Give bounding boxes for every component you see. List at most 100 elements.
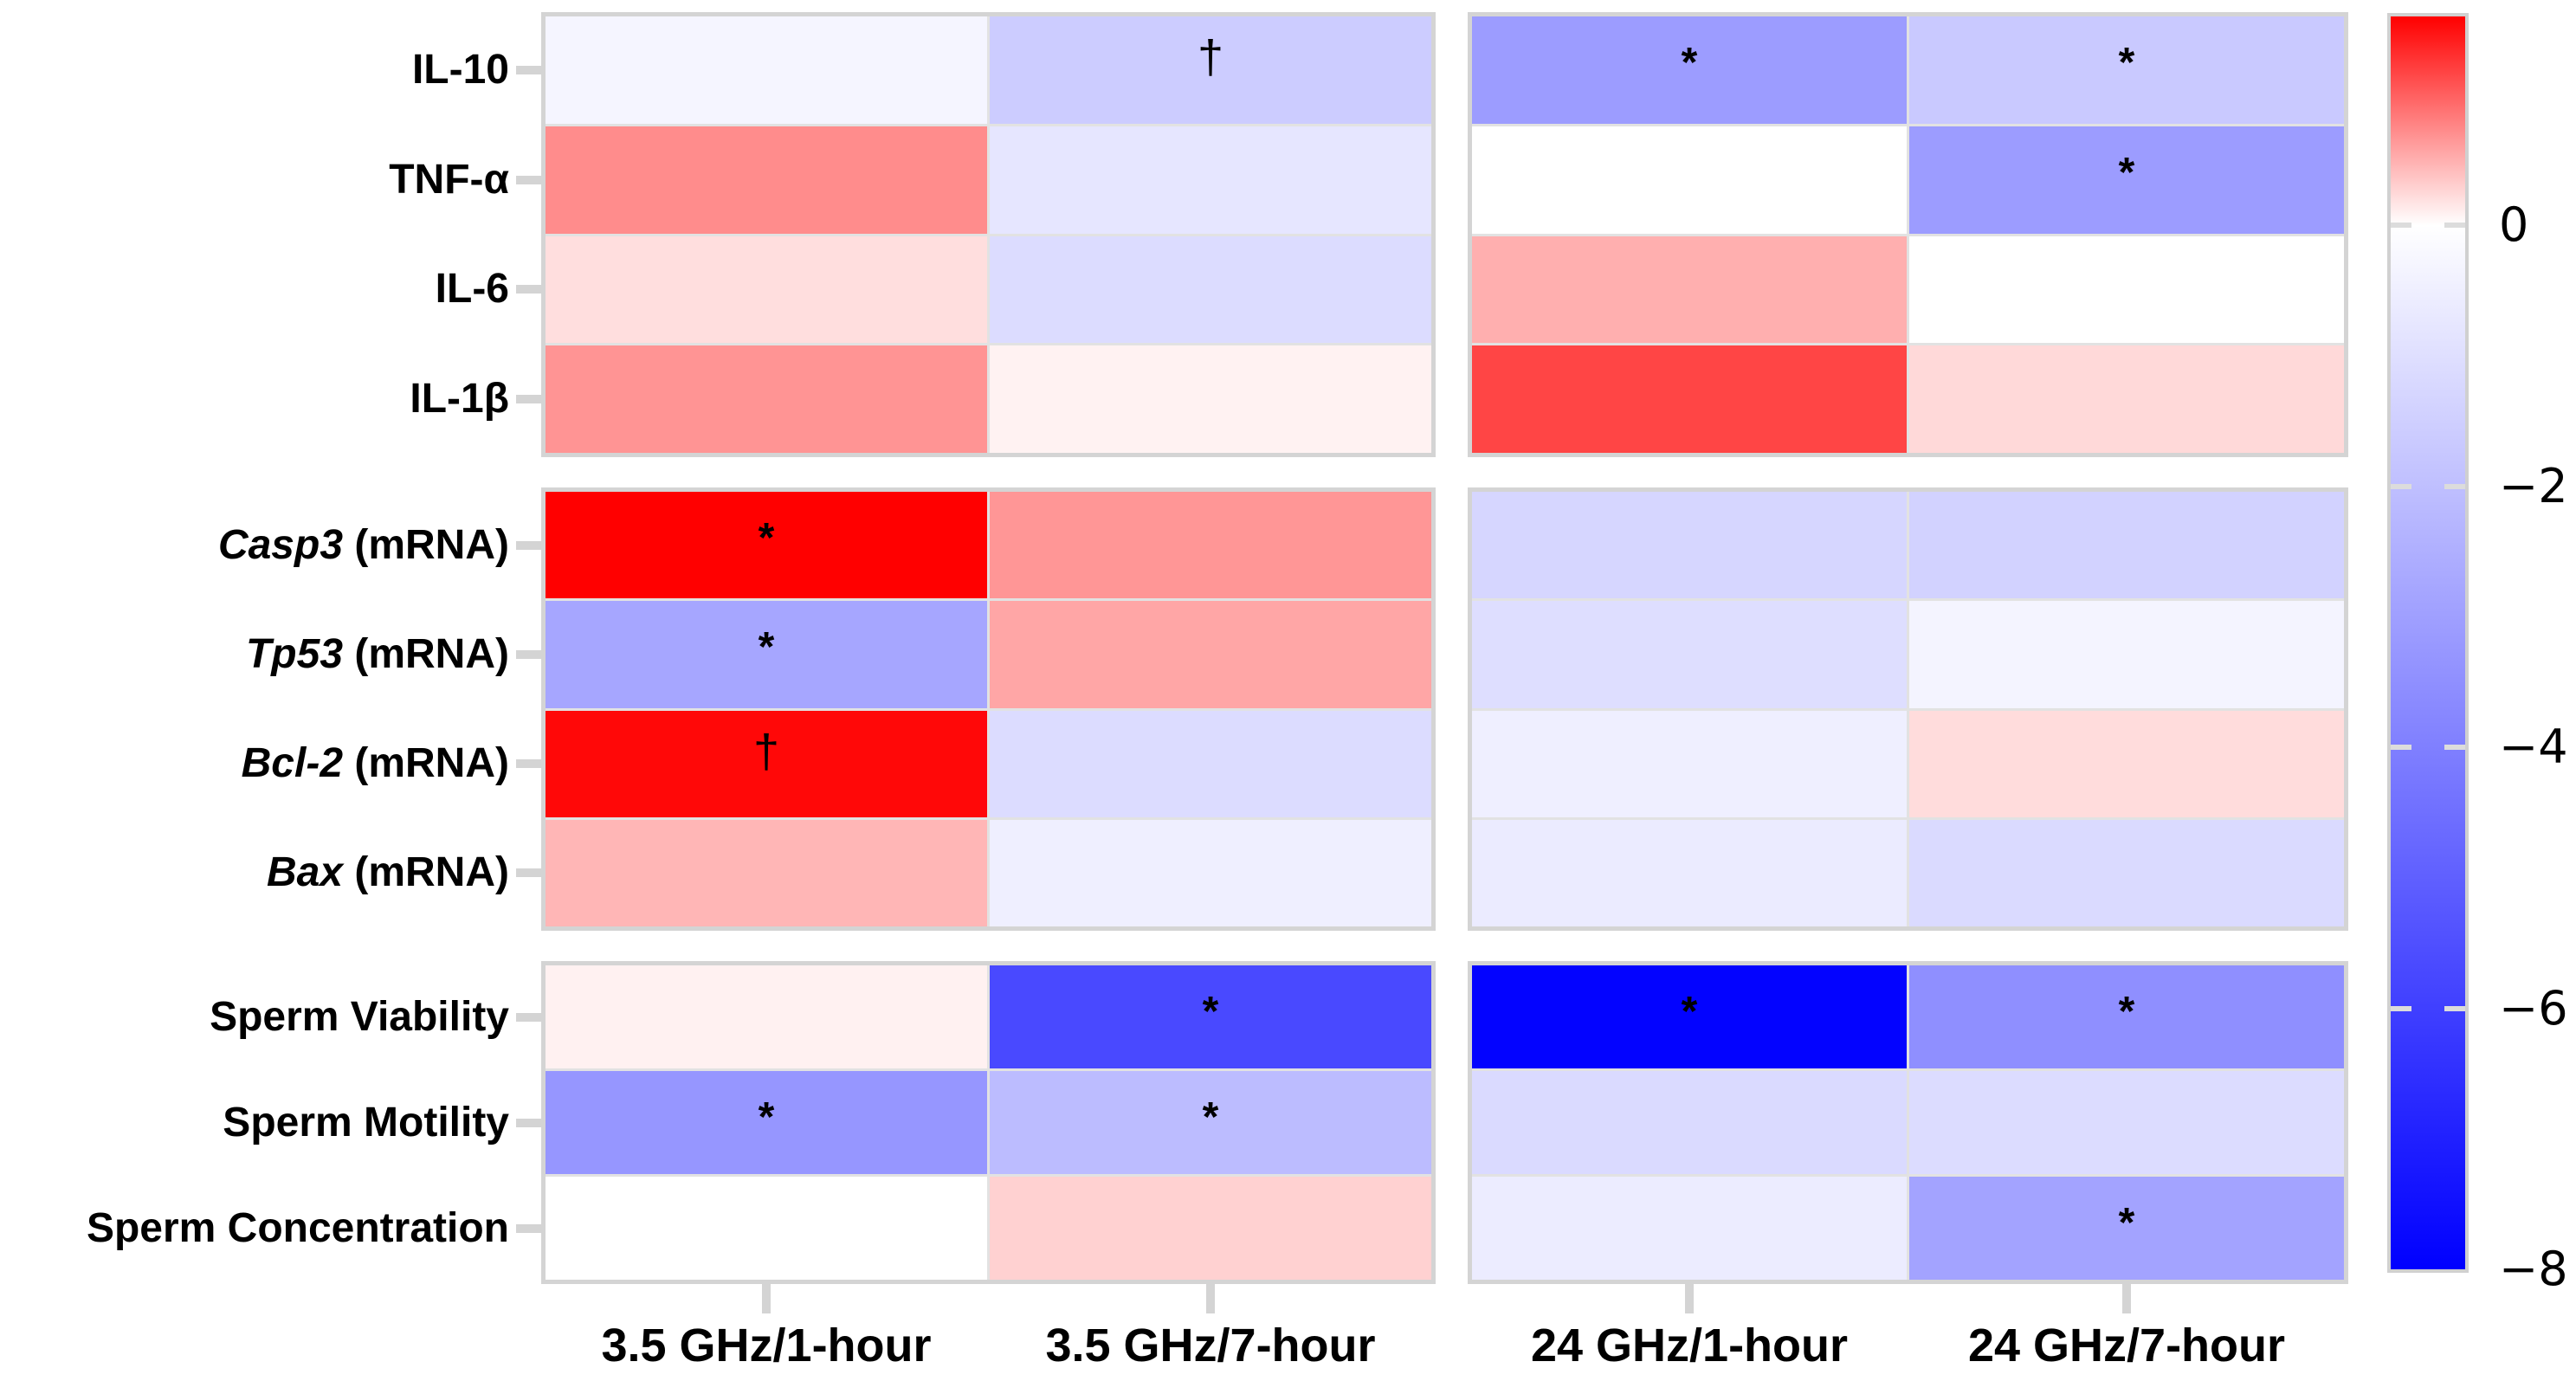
heatmap-cell <box>990 601 1431 708</box>
colorbar-tick-right <box>2444 745 2465 751</box>
row-label-text: IL-10 <box>411 46 509 93</box>
heatmap-cell <box>1472 236 1907 344</box>
colorbar <box>2387 13 2469 1273</box>
row-label-gene-italic: Bax <box>266 849 344 896</box>
row-label-tnf-: TNF-α <box>0 154 509 206</box>
row-label-gene-italic: Bcl-2 <box>241 740 344 787</box>
row-label-text: Sperm Viability <box>210 993 509 1040</box>
heatmap-cell <box>1472 1177 1907 1280</box>
heatmap-cell: * <box>546 1071 987 1174</box>
heatmap-cell <box>990 345 1431 453</box>
row-label-il-10: IL-10 <box>0 44 509 96</box>
facet-panel-cytokines-3-5-ghz: † <box>541 12 1436 457</box>
row-label-text: TNF-α <box>389 156 509 203</box>
heatmap-cell: * <box>1909 126 2344 234</box>
heatmap-cell <box>1909 492 2344 599</box>
y-axis-tick <box>516 1223 541 1233</box>
row-label-text: (mRNA) <box>343 521 509 568</box>
heatmap-cell <box>1909 819 2344 926</box>
heatmap-cell <box>1909 236 2344 344</box>
row-label-text: Sperm Motility <box>223 1099 509 1145</box>
significance-marker: † <box>1197 31 1224 83</box>
heatmap-cell <box>1472 819 1907 926</box>
heatmap-cell <box>546 965 987 1068</box>
heatmap-cell <box>546 16 987 124</box>
row-label-sperm-motility: Sperm Motility <box>0 1097 509 1149</box>
colorbar-tick-right <box>2444 483 2465 489</box>
heatmap-cell <box>1909 345 2344 453</box>
heatmap-cell <box>1909 1071 2344 1174</box>
y-axis-tick <box>516 395 541 404</box>
row-label-il-1-: IL-1β <box>0 373 509 425</box>
heatmap-cell <box>546 1177 987 1280</box>
heatmap-cell: * <box>546 492 987 599</box>
row-label-gene-italic: Tp53 <box>245 630 344 677</box>
significance-marker: * <box>758 515 775 561</box>
heatmap-cell <box>546 345 987 453</box>
heatmap-cell <box>546 126 987 234</box>
significance-marker: * <box>758 624 775 671</box>
facet-panel-cytokines-24-ghz: * * * <box>1468 12 2348 457</box>
significance-marker: * <box>1681 989 1698 1035</box>
facet-panel-mrna-3-5-ghz: * * † <box>541 487 1436 931</box>
y-axis-tick <box>516 540 541 550</box>
heatmap-cell: * <box>1909 965 2344 1068</box>
row-label-text: (mRNA) <box>343 740 509 787</box>
row-label-bcl-2: Bcl-2 (mRNA) <box>0 738 509 790</box>
colorbar-tick-label: −8 <box>2499 1242 2568 1296</box>
significance-marker: * <box>2118 40 2135 86</box>
colorbar-tick-right <box>2444 223 2465 229</box>
colorbar-tick-left <box>2391 223 2411 229</box>
row-label-sperm-concentration: Sperm Concentration <box>0 1203 509 1255</box>
heatmap-cell: * <box>990 965 1431 1068</box>
y-axis-tick <box>516 175 541 184</box>
row-label-tp53: Tp53 (mRNA) <box>0 629 509 681</box>
x-axis-label-24-ghz-7-hour: 24 GHz/7-hour <box>1967 1320 2286 1371</box>
heatmap-cell <box>990 126 1431 234</box>
y-axis-tick <box>516 65 541 74</box>
x-axis-label-3-5-ghz-1-hour: 3.5 GHz/1-hour <box>601 1320 932 1371</box>
heatmap-cell: * <box>1909 16 2344 124</box>
heatmap-cell <box>546 819 987 926</box>
colorbar-tick-left <box>2391 745 2411 751</box>
heatmap-cell: * <box>1472 965 1907 1068</box>
significance-marker: * <box>2118 989 2135 1035</box>
heatmap-cell: * <box>990 1071 1431 1174</box>
heatmap-cell <box>1472 1071 1907 1174</box>
row-label-text: IL-1β <box>410 376 509 423</box>
heatmap-cell: * <box>1909 1177 2344 1280</box>
significance-marker: * <box>1681 40 1698 86</box>
significance-marker: * <box>1202 1094 1219 1140</box>
y-axis-tick <box>516 759 541 769</box>
heatmap-cell <box>990 492 1431 599</box>
x-axis-tick <box>762 1284 771 1313</box>
significance-marker: * <box>758 1094 775 1140</box>
heatmap-cell <box>1472 492 1907 599</box>
heatmap-cell <box>1472 126 1907 234</box>
significance-marker: † <box>752 725 780 778</box>
y-axis-tick <box>516 285 541 294</box>
row-label-text: IL-6 <box>435 266 509 313</box>
significance-marker: * <box>2118 149 2135 196</box>
x-axis-tick <box>2122 1284 2131 1313</box>
heatmap-cell <box>1472 601 1907 708</box>
heatmap-cell <box>990 1177 1431 1280</box>
row-label-text: (mRNA) <box>343 630 509 677</box>
row-label-text: (mRNA) <box>343 849 509 896</box>
colorbar-tick-label: −2 <box>2499 458 2568 513</box>
colorbar-tick-label: −6 <box>2499 980 2568 1036</box>
colorbar-tick-label: −4 <box>2499 720 2568 775</box>
x-axis-label-3-5-ghz-7-hour: 3.5 GHz/7-hour <box>1045 1320 1376 1371</box>
heatmap-cell: † <box>546 710 987 817</box>
facet-panel-mrna-24-ghz <box>1468 487 2348 931</box>
significance-marker: * <box>1202 989 1219 1035</box>
x-axis-label-24-ghz-1-hour: 24 GHz/1-hour <box>1530 1320 1849 1371</box>
y-axis-tick <box>516 868 541 878</box>
facet-panel-sperm-3-5-ghz: * * * <box>541 961 1436 1284</box>
colorbar-tick-left <box>2391 1005 2411 1011</box>
y-axis-tick <box>516 1012 541 1022</box>
heatmap-cell <box>1909 710 2344 817</box>
heatmap-cell <box>1472 345 1907 453</box>
colorbar-tick-left <box>2391 483 2411 489</box>
